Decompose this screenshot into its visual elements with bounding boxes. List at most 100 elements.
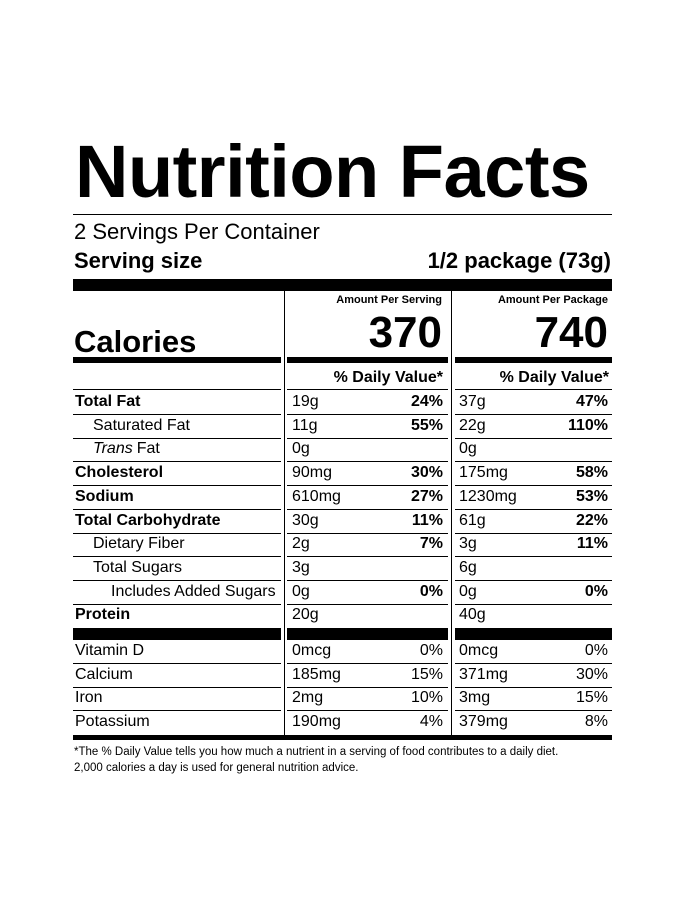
- rule: [287, 508, 448, 510]
- rule: [73, 389, 281, 390]
- rule: [455, 485, 612, 487]
- rule: [73, 710, 281, 712]
- nutrient-name-text: Saturated Fat: [93, 416, 190, 434]
- nutrient-name-rest: Fat: [136, 440, 160, 458]
- rule: [455, 556, 612, 558]
- rule: [287, 414, 448, 415]
- rule: [287, 686, 448, 688]
- amount: 371mg: [459, 665, 508, 683]
- rule: [73, 214, 612, 215]
- servings-per-container: 2 Servings Per Container: [74, 219, 320, 244]
- daily-value-heading: % Daily Value*: [499, 369, 609, 386]
- rule: [287, 663, 448, 664]
- daily-value: 7%: [419, 535, 443, 553]
- amount: 6g: [459, 558, 477, 576]
- nutrient-name-text: Cholesterol: [75, 464, 164, 482]
- amount: 185mg: [292, 665, 341, 683]
- rule: [455, 437, 612, 439]
- rule: [287, 357, 448, 363]
- amount: 61g: [459, 511, 486, 529]
- rule: [73, 357, 281, 363]
- daily-value: 110%: [567, 416, 608, 434]
- nutrient-name-text: Potassium: [75, 713, 150, 731]
- daily-value: 8%: [584, 713, 608, 731]
- amount: 0mcg: [292, 642, 332, 659]
- rule: [455, 663, 612, 664]
- rule: [73, 628, 281, 640]
- daily-value: 55%: [410, 416, 443, 434]
- nutrient-name-text: Total Sugars: [93, 558, 182, 576]
- daily-value: 10%: [410, 689, 443, 707]
- nutrient-name: Includes Added Sugars: [111, 583, 276, 600]
- rule: [451, 291, 452, 736]
- nutrient-name: Trans Fat: [93, 441, 160, 457]
- title: Nutrition Facts: [75, 130, 590, 213]
- daily-value: 47%: [575, 393, 608, 410]
- rule: [73, 461, 281, 463]
- rule: [73, 485, 281, 487]
- rule: [287, 628, 448, 640]
- amount: 90mg: [292, 464, 333, 482]
- nutrient-name: Potassium: [75, 714, 150, 730]
- nutrient-name: Total Fat: [75, 394, 140, 410]
- rule: [287, 389, 448, 390]
- nutrient-name: Calcium: [75, 665, 133, 683]
- amount: 3g: [459, 535, 477, 553]
- nutrient-name: Total Carbohydrate: [75, 511, 221, 529]
- amount: 2mg: [292, 689, 324, 707]
- nutrient-name: Dietary Fiber: [93, 536, 185, 552]
- nutrient-name-italic: Trans: [93, 440, 133, 458]
- amount: 0mcg: [459, 642, 499, 659]
- nutrient-name: Total Sugars: [93, 558, 182, 576]
- serving-size: 1/2 package (73g): [427, 248, 611, 273]
- rule: [73, 414, 281, 415]
- rule: [455, 603, 612, 605]
- amount: 30g: [292, 511, 319, 529]
- nutrient-name-text: Protein: [75, 606, 131, 624]
- rule: [287, 532, 448, 534]
- nutrient-name: Iron: [75, 690, 103, 706]
- rule: [287, 556, 448, 558]
- amount: 0g: [459, 440, 477, 458]
- amount: 610mg: [292, 487, 341, 505]
- daily-value: 0%: [584, 642, 608, 659]
- rule: [455, 389, 612, 390]
- rule: [73, 532, 281, 534]
- amount: 20g: [292, 606, 319, 624]
- nutrient-name-text: Calcium: [75, 665, 133, 683]
- rule: [287, 710, 448, 712]
- amount: 40g: [459, 606, 486, 624]
- amount-heading: Amount Per Package: [497, 293, 608, 306]
- amount: 22g: [459, 416, 486, 434]
- rule: [287, 579, 448, 581]
- rule: [455, 532, 612, 534]
- footnote: 2,000 calories a day is used for general…: [74, 762, 359, 775]
- nutrient-name-text: Dietary Fiber: [93, 535, 185, 553]
- daily-value-heading: % Daily Value*: [333, 369, 443, 386]
- daily-value: 27%: [410, 487, 443, 505]
- nutrient-name-text: Total Fat: [75, 393, 141, 410]
- amount: 379mg: [459, 713, 508, 731]
- nutrient-name-text: Iron: [75, 689, 103, 707]
- rule: [455, 710, 612, 712]
- nutrient-name-text: Sodium: [75, 487, 134, 505]
- rule: [73, 663, 281, 664]
- nutrient-name-text: Total Carbohydrate: [75, 511, 221, 529]
- amount: 0g: [292, 440, 310, 458]
- rule: [73, 603, 281, 605]
- amount: 1230mg: [459, 487, 517, 505]
- amount: 37g: [459, 393, 486, 410]
- calories-label: Calories: [74, 323, 197, 359]
- nutrient-name: Saturated Fat: [93, 416, 190, 434]
- daily-value: 0%: [419, 582, 443, 600]
- daily-value: 24%: [410, 393, 443, 410]
- rule: [455, 357, 612, 363]
- rule: [73, 686, 281, 688]
- nutrient-name: Sodium: [75, 487, 134, 505]
- calories-value: 370: [368, 308, 442, 357]
- daily-value: 11%: [576, 535, 608, 553]
- amount-heading: Amount Per Serving: [336, 293, 442, 306]
- amount: 3mg: [459, 689, 491, 707]
- daily-value: 15%: [410, 665, 443, 683]
